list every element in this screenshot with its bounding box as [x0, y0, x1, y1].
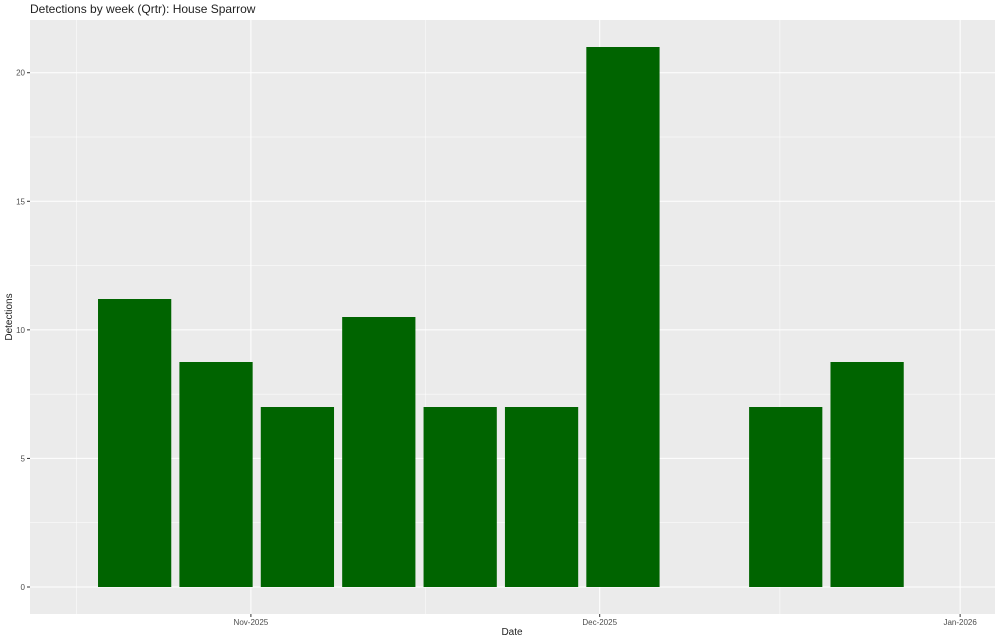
bar [749, 407, 823, 587]
bar [260, 407, 335, 587]
chart-title: Detections by week (Qrtr): House Sparrow [30, 2, 256, 16]
bar [586, 47, 660, 587]
x-tick-label: Jan-2026 [943, 618, 977, 627]
y-axis-label: Detections [4, 293, 15, 340]
x-tick-label: Dec-2025 [582, 618, 617, 627]
y-tick-label: 20 [16, 69, 25, 78]
bar [830, 362, 904, 587]
bar [342, 317, 416, 587]
bar [179, 362, 253, 587]
bar [98, 299, 172, 587]
y-tick-label: 15 [16, 197, 25, 206]
bar [504, 407, 579, 587]
x-axis-label: Date [501, 627, 523, 638]
bar [423, 407, 497, 587]
y-tick-label: 5 [21, 454, 26, 463]
x-tick-label: Nov-2025 [234, 618, 269, 627]
y-tick-label: 0 [21, 583, 26, 592]
y-tick-label: 10 [16, 326, 25, 335]
